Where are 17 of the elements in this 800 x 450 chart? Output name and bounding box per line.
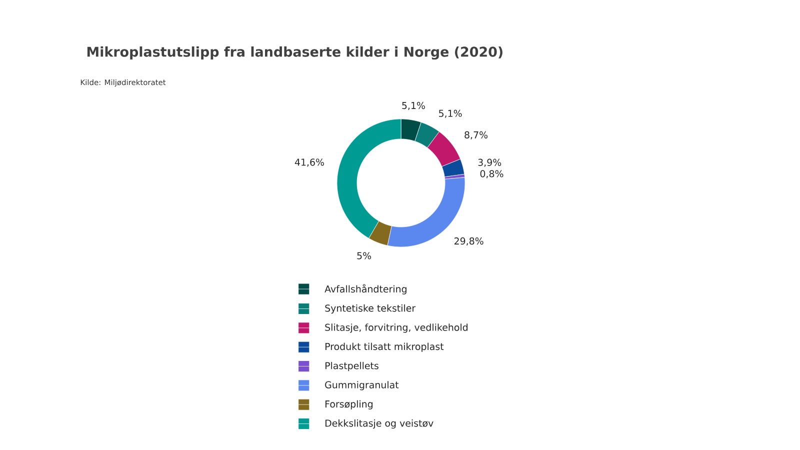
legend-label: Avfallshåndtering [324, 284, 406, 294]
legend-label: Forsøpling [325, 400, 373, 410]
legend-label: Syntetiske tekstiler [325, 304, 416, 314]
legend-label: Gummigranulat [325, 381, 399, 390]
data-label: 29,8% [454, 237, 484, 246]
data-label: 5,1% [402, 102, 425, 110]
data-label: 0,8% [480, 170, 504, 178]
legend-label: Slitasje, forvitring, vedlikehold [325, 324, 468, 333]
data-label: 41,6% [294, 158, 324, 167]
data-label: 5% [357, 252, 372, 260]
legend-label: Dekkslitasje og veistøv [325, 419, 434, 429]
chart-title: Mikroplastutslipp fra landbaserte kilder i Norge (2020) [87, 46, 502, 60]
data-label: 5,1% [439, 110, 462, 118]
data-label: 3,9% [478, 158, 502, 167]
legend-label: Plastpellets [325, 362, 378, 372]
data-label: 8,7% [464, 131, 488, 140]
legend-label: Produkt tilsatt mikroplast [325, 342, 444, 352]
